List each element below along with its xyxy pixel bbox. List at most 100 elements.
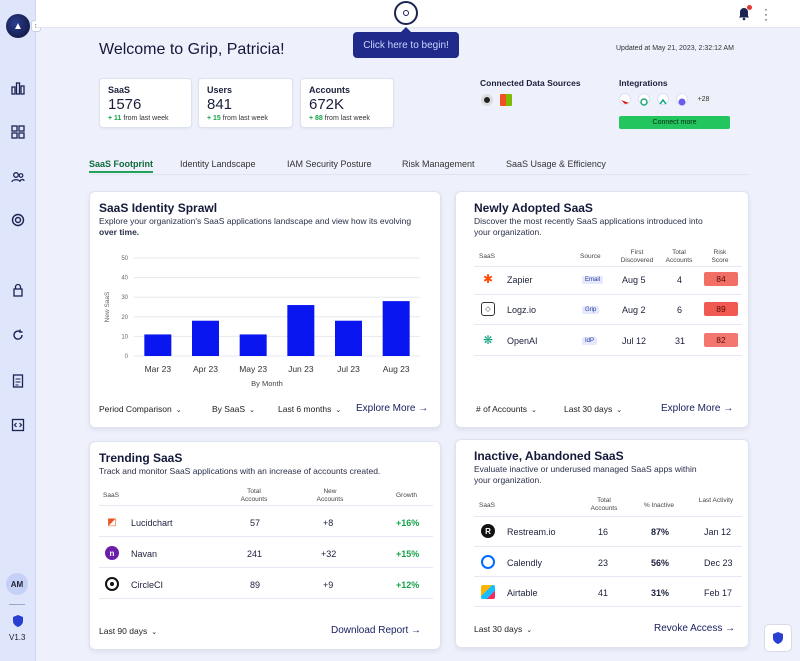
app-name[interactable]: Airtable [507, 588, 538, 598]
accounts-sort-dropdown[interactable]: # of Accounts ⌄ [476, 404, 537, 414]
top-bar [36, 0, 800, 28]
inactive-pct: 56% [651, 558, 670, 568]
col-header-first-discovered: First Discovered [620, 249, 654, 264]
last-activity: Feb 17 [704, 588, 733, 598]
stat-card-accounts[interactable]: Accounts 672K + 88 from last week [300, 78, 394, 128]
card-description: Explore your organization's SaaS applica… [99, 216, 412, 237]
card-description: Discover the most recently SaaS applicat… [474, 216, 703, 237]
sidebar-item-users[interactable] [9, 168, 27, 186]
sidebar-item-security[interactable] [9, 281, 27, 299]
total-accounts: 4 [677, 275, 683, 285]
more-options-icon[interactable]: · · · [764, 2, 768, 26]
app-name[interactable]: Logz.io [507, 305, 537, 315]
stat-card-users[interactable]: Users 841 + 15 from last week [198, 78, 293, 128]
by-saas-dropdown[interactable]: By SaaS ⌄ [212, 404, 255, 414]
last-activity: Dec 23 [704, 558, 733, 568]
sprawl-bar-chart: 0 10 20 30 40 50 New SaaS Mar 23 Apr 23 May 23 Jun… [104, 256, 420, 388]
explore-more-link[interactable]: Explore More → [661, 403, 734, 414]
col-header-source: Source [580, 253, 601, 260]
period-comparison-dropdown[interactable]: Period Comparison ⌄ [99, 404, 182, 414]
explore-more-link[interactable]: Explore More → [356, 403, 429, 414]
onboarding-target-icon[interactable] [394, 1, 418, 25]
col-header-saas: SaaS [103, 492, 119, 499]
lucidchart-icon: ◩ [107, 516, 117, 528]
integration-icon-2[interactable] [638, 93, 650, 106]
newly-adopted-saas-card: Newly Adopted SaaS Discover the most rec… [455, 191, 749, 428]
airtable-icon [481, 585, 495, 599]
growth: +15% [396, 549, 420, 559]
integrations-title: Integrations [619, 78, 668, 88]
total-accounts: 16 [598, 527, 609, 537]
help-widget-button[interactable] [764, 624, 792, 652]
grip-shield-icon [9, 612, 27, 630]
card-title: SaaS Identity Sprawl [99, 201, 218, 215]
last-6-months-dropdown[interactable]: Last 6 months ⌄ [278, 404, 342, 414]
x-tick-label: Mar 23 [145, 364, 172, 374]
app-name[interactable]: CircleCI [131, 580, 164, 590]
stat-change: + 11 from last week [108, 115, 169, 122]
data-sources-title: Connected Data Sources [480, 78, 581, 88]
calendly-icon [481, 555, 495, 569]
report-icon [12, 374, 24, 388]
app-name[interactable]: Zapier [507, 275, 533, 285]
integrations-more-badge[interactable]: +28 [695, 93, 712, 106]
stat-change: + 88 from last week [309, 115, 370, 122]
source-badge: Grip [582, 306, 600, 314]
stat-value: 1576 [108, 96, 142, 113]
stat-label: SaaS [108, 85, 131, 95]
sidebar: ▲ › AM V1.3 [0, 0, 41, 661]
app-name[interactable]: Lucidchart [131, 518, 173, 528]
zapier-icon: ✱ [482, 272, 494, 286]
microsoft-icon[interactable] [500, 94, 512, 106]
y-axis-label: New SaaS [104, 291, 111, 322]
page-title: Welcome to Grip, Patricia! [99, 41, 285, 58]
sidebar-item-dashboard[interactable] [9, 79, 27, 97]
sidebar-item-apps[interactable] [9, 123, 27, 141]
last-30-days-dropdown[interactable]: Last 30 days ⌄ [564, 404, 623, 414]
sidebar-item-reports[interactable] [9, 372, 27, 390]
bar [287, 305, 315, 356]
col-header-total-accounts: Total Accounts [590, 497, 618, 512]
last-90-days-dropdown[interactable]: Last 90 days ⌄ [99, 626, 158, 636]
y-tick-label: 40 [121, 276, 128, 282]
total-accounts: 41 [598, 588, 609, 598]
total-accounts: 57 [250, 518, 261, 528]
grip-logo-icon[interactable]: ▲ [6, 14, 30, 38]
download-report-link[interactable]: Download Report → [331, 625, 422, 636]
tab-saas-footprint[interactable]: SaaS Footprint [89, 159, 154, 173]
integration-icon-3[interactable] [657, 93, 669, 105]
app-name[interactable]: Navan [131, 549, 158, 559]
card-title: Newly Adopted SaaS [474, 201, 593, 215]
app-name[interactable]: Calendly [507, 558, 543, 568]
card-title: Inactive, Abandoned SaaS [474, 449, 624, 463]
sidebar-item-integrations[interactable] [9, 416, 27, 434]
col-header-new-accounts: New Accounts [316, 488, 344, 503]
x-tick-label: May 23 [239, 364, 267, 374]
inactive-pct: 31% [651, 588, 670, 598]
tab-risk-management[interactable]: Risk Management [402, 159, 475, 169]
integration-icon-4[interactable] [676, 93, 688, 106]
connect-more-button[interactable]: Connect more [619, 116, 730, 129]
logzio-icon: ◇ [481, 302, 495, 316]
app-name[interactable]: OpenAI [507, 336, 538, 346]
chevron-down-icon: ⌄ [526, 627, 533, 634]
sidebar-item-remediation[interactable] [9, 326, 27, 344]
tab-iam-security-posture[interactable]: IAM Security Posture [287, 159, 372, 169]
bell-icon[interactable] [736, 5, 752, 21]
sidebar-item-insights[interactable] [9, 211, 27, 229]
datasource-icon[interactable] [481, 94, 493, 106]
tab-saas-usage-efficiency[interactable]: SaaS Usage & Efficiency [506, 159, 606, 169]
avatar[interactable]: AM [6, 573, 28, 595]
stat-card-saas[interactable]: SaaS 1576 + 11 from last week [99, 78, 192, 128]
app-name[interactable]: Restream.io [507, 527, 556, 537]
tab-identity-landscape[interactable]: Identity Landscape [180, 159, 256, 169]
x-tick-label: Jun 23 [288, 364, 314, 374]
revoke-access-link[interactable]: Revoke Access → [654, 623, 736, 634]
openai-icon: ❋ [482, 333, 494, 347]
integration-icon-1[interactable] [619, 93, 631, 105]
last-30-days-dropdown[interactable]: Last 30 days ⌄ [474, 624, 533, 634]
begin-tooltip[interactable]: Click here to begin! [353, 27, 459, 58]
y-tick-label: 50 [121, 256, 128, 262]
grid-icon [11, 125, 25, 139]
tab-divider [89, 174, 749, 175]
